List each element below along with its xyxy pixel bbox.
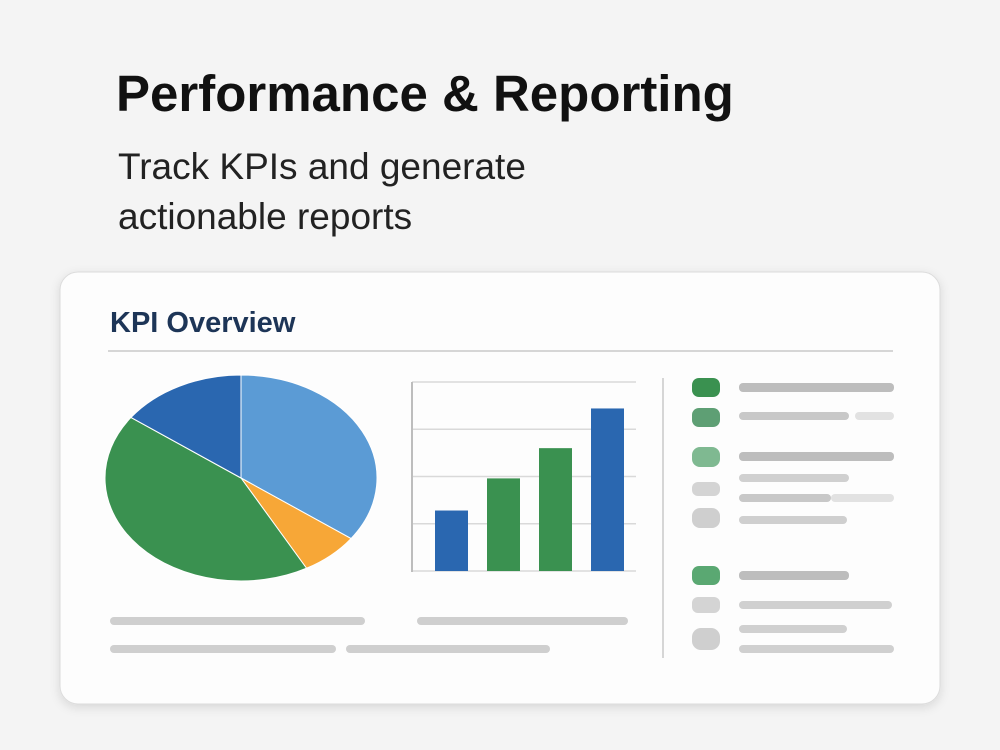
placeholder-lines <box>110 617 628 653</box>
bar <box>539 448 572 571</box>
bar <box>435 510 468 571</box>
pie-slice <box>104 416 308 582</box>
list-items <box>692 378 894 653</box>
pie-slice <box>240 374 378 540</box>
pie-slice <box>130 374 242 479</box>
page-title: Performance & Reporting <box>116 65 734 122</box>
bar <box>591 408 624 571</box>
card-title: KPI Overview <box>110 307 296 339</box>
bar <box>487 478 520 571</box>
page-subtitle: Track KPIs and generate actionable repor… <box>118 146 526 237</box>
